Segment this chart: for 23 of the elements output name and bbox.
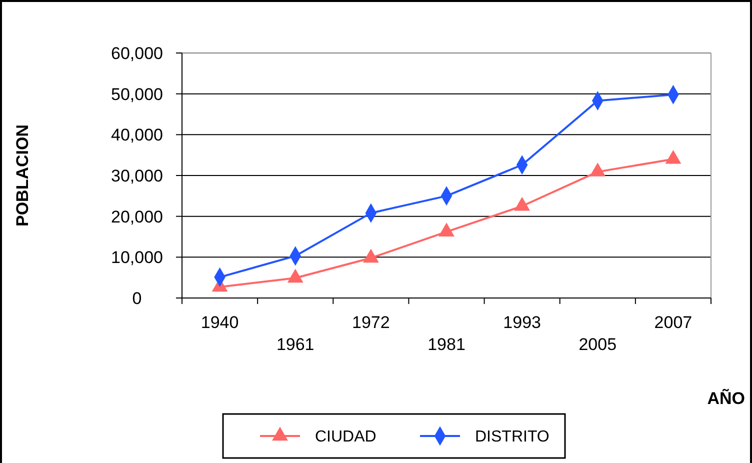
legend-label: DISTRITO — [475, 428, 550, 446]
x-tick-label: 1993 — [503, 313, 541, 332]
y-tick-label: 20,000 — [111, 207, 163, 226]
y-tick-label: 40,000 — [111, 126, 163, 145]
y-tick-label: 0 — [132, 288, 142, 308]
legend-label: CIUDAD — [315, 428, 376, 446]
x-tick-label: 1940 — [200, 313, 239, 332]
x-tick-label: 2007 — [654, 313, 692, 332]
y-tick-label: 60,000 — [111, 44, 163, 63]
x-tick-label: 1981 — [428, 335, 466, 354]
x-tick-label: 1972 — [352, 313, 390, 332]
x-axis-title: AÑO — [707, 388, 745, 408]
x-tick-label: 2005 — [578, 335, 617, 354]
point — [362, 248, 379, 263]
y-tick-label: 50,000 — [111, 84, 163, 104]
x-tick-label: 1961 — [276, 335, 314, 354]
point — [438, 222, 454, 236]
point — [590, 162, 606, 176]
point — [514, 196, 530, 211]
y-axis-title: POBLACION — [13, 124, 32, 226]
y-tick-label: 30,000 — [111, 166, 163, 186]
point — [287, 268, 304, 283]
y-tick-label: 10,000 — [111, 248, 163, 268]
